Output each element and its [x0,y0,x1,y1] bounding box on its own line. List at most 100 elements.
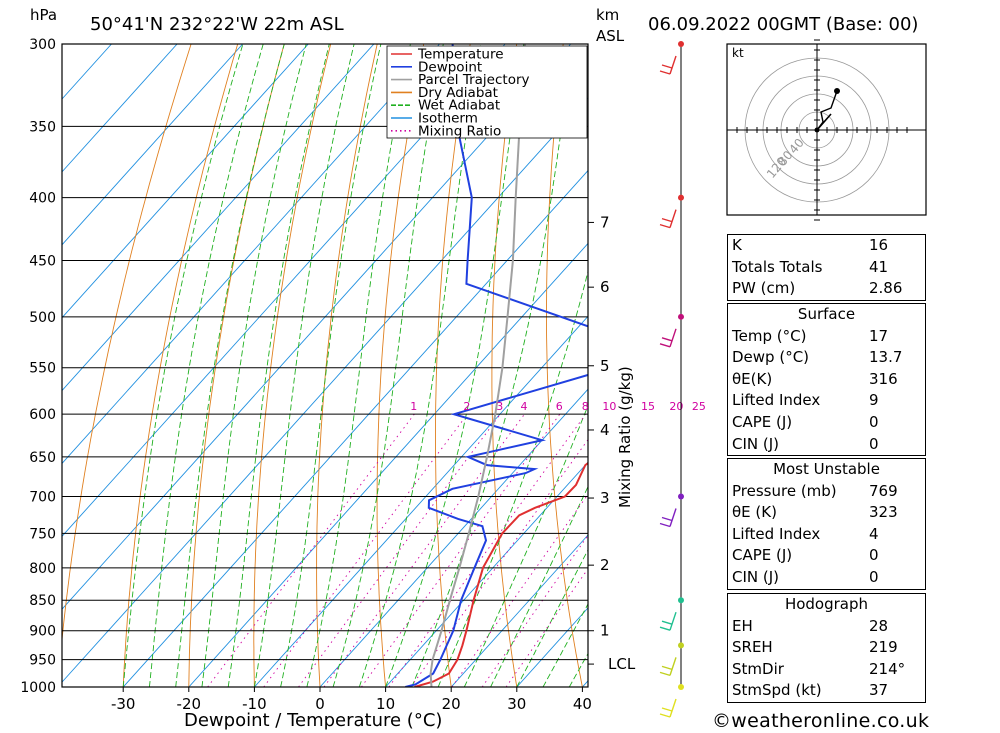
dry-adiabat-line [651,44,714,687]
wet-adiabat-line [542,603,588,687]
mixing-ratio-line [410,438,588,687]
eh-value: 28 [869,616,889,635]
surface-cape-label: CAPE (J) [732,412,793,431]
wet-adiabat-line [201,44,307,687]
isotherm-line [450,534,588,687]
km-tick-label: 2 [600,556,610,574]
pressure-tick-label: 750 [29,526,56,542]
isotherm-line [62,44,572,610]
wind-level-dot [678,597,684,604]
x-axis-label: Dewpoint / Temperature (°C) [184,710,442,731]
stmspd-label: StmSpd (kt) [732,681,822,700]
mu-cin-label: CIN (J) [732,567,780,586]
mixing-ratio-label: 8 [582,400,589,413]
legend-label: Temperature [417,47,504,63]
surface-dewp-value: 13.7 [869,348,903,367]
isotherm-line [62,96,588,683]
km-unit-label: km [596,6,619,24]
surface-temp-label: Temp (°C) [732,326,807,345]
k-index-value: 16 [869,236,889,254]
wind-barb [659,55,677,75]
x-tick-label: -20 [177,695,202,713]
pressure-tick-label: 400 [29,191,56,207]
wind-barb [659,657,677,677]
pressure-tick-label: 650 [29,450,56,466]
indices-table: K 16 Totals Totals 41 PW (cm) 2.86 [727,234,926,301]
km-tick-label: 6 [600,278,610,296]
mu-cin-value: 0 [869,567,879,586]
wind-barb [659,209,677,229]
totals-totals-value: 41 [869,257,889,276]
mixing-ratio-label: 4 [520,400,527,413]
dry-adiabat-line [982,44,1000,687]
mu-li-label: Lifted Index [732,524,821,543]
isotherm-line [62,44,178,173]
wet-adiabat-line [516,548,588,687]
mixing-ratio-line [481,534,588,687]
x-tick-label: -30 [111,695,136,713]
wet-adiabat-line [175,44,285,687]
surface-table: Surface Temp (°C) 17 Dewp (°C) 13.7 θE(K) 3… [727,303,926,457]
wet-adiabat-line [463,404,588,687]
hodograph-origin [814,127,820,133]
pressure-tick-label: 300 [29,37,56,53]
wind-barb [659,508,677,528]
most-unstable-table: Most Unstable Pressure (mb) 769 θE (K) 323… [727,458,926,590]
legend-label: Isotherm [418,111,478,127]
isotherm-line [385,461,588,687]
hodograph-title: Hodograph [784,595,869,613]
hodograph-table: Hodograph EH 28 SREH 219 StmDir 214° StmSpd… [727,593,926,703]
wind-barb [659,698,677,718]
dewpoint-line [405,44,588,687]
surface-temp-value: 17 [869,326,889,345]
isotherm-line [62,44,440,465]
x-tick-label: 0 [315,695,325,713]
wet-adiabat-line [280,44,382,687]
most-unstable-title: Most Unstable [773,460,880,478]
datetime-title: 06.09.2022 00GMT (Base: 00) [648,14,918,35]
surface-cape-value: 0 [869,412,879,431]
pw-label: PW (cm) [732,279,796,298]
stmdir-label: StmDir [732,659,784,678]
storm-motion-arrow [816,113,832,131]
mixing-ratio-label: 3 [496,400,503,413]
wet-adiabat-line [148,44,264,687]
km-tick-label: 5 [600,357,610,375]
surface-thetae-label: θE(K) [732,369,773,388]
surface-cin-value: 0 [869,434,879,453]
km-tick-label: 1 [600,622,610,640]
pressure-tick-label: 600 [29,407,56,423]
wind-level-dot [678,642,684,649]
surface-dewp-label: Dewp (°C) [732,348,810,367]
mixing-ratio-label: 20 [669,400,683,413]
legend-label: Dry Adiabat [418,85,498,101]
footer-credit[interactable]: ©weatheronline.co.uk [712,710,930,732]
sreh-label: SREH [732,638,773,657]
mu-pressure-label: Pressure (mb) [732,481,837,500]
wet-adiabat-line [490,485,588,687]
wet-adiabat-line [253,44,355,687]
surface-title: Surface [797,305,856,323]
pressure-tick-label: 850 [29,593,56,609]
surface-li-label: Lifted Index [732,391,821,410]
dry-adiabat-line [491,44,518,687]
mu-pressure-value: 769 [869,481,898,500]
wet-adiabat-line [227,44,330,687]
legend-label: Dewpoint [418,59,482,75]
mu-thetae-value: 323 [869,503,898,522]
pw-value: 2.86 [869,279,903,298]
surface-cin-label: CIN (J) [732,434,780,453]
mixing-ratio-label: 2 [463,400,470,413]
mu-li-value: 4 [869,524,879,543]
wind-level-dot [678,41,684,47]
isotherm-line [62,44,309,319]
wet-adiabat-line [385,44,525,687]
mixing-ratio-axis-label: Mixing Ratio (g/kg) [616,366,634,508]
mixing-ratio-line [361,413,561,687]
legend-label: Wet Adiabat [418,98,500,114]
isotherm-line [122,169,588,687]
legend-label: Mixing Ratio [418,123,501,139]
